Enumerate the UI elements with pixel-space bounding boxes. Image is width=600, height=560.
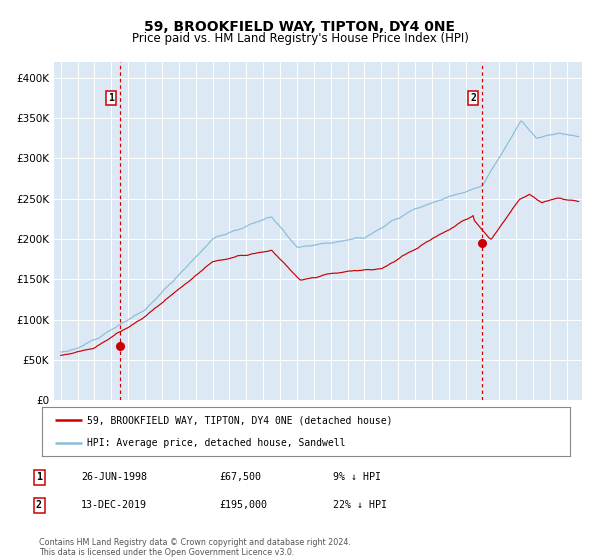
Text: Contains HM Land Registry data © Crown copyright and database right 2024.
This d: Contains HM Land Registry data © Crown c… xyxy=(39,538,351,557)
Text: 22% ↓ HPI: 22% ↓ HPI xyxy=(333,500,387,510)
Text: HPI: Average price, detached house, Sandwell: HPI: Average price, detached house, Sand… xyxy=(87,438,346,448)
Text: 59, BROOKFIELD WAY, TIPTON, DY4 0NE (detached house): 59, BROOKFIELD WAY, TIPTON, DY4 0NE (det… xyxy=(87,416,392,426)
Text: 9% ↓ HPI: 9% ↓ HPI xyxy=(333,472,381,482)
Text: 1: 1 xyxy=(36,472,42,482)
Text: 59, BROOKFIELD WAY, TIPTON, DY4 0NE: 59, BROOKFIELD WAY, TIPTON, DY4 0NE xyxy=(145,20,455,34)
Text: 1: 1 xyxy=(109,93,114,103)
Text: 26-JUN-1998: 26-JUN-1998 xyxy=(81,472,147,482)
Text: 2: 2 xyxy=(470,93,476,103)
Text: Price paid vs. HM Land Registry's House Price Index (HPI): Price paid vs. HM Land Registry's House … xyxy=(131,32,469,45)
Text: 13-DEC-2019: 13-DEC-2019 xyxy=(81,500,147,510)
Text: £67,500: £67,500 xyxy=(219,472,261,482)
Text: 2: 2 xyxy=(36,500,42,510)
Text: £195,000: £195,000 xyxy=(219,500,267,510)
